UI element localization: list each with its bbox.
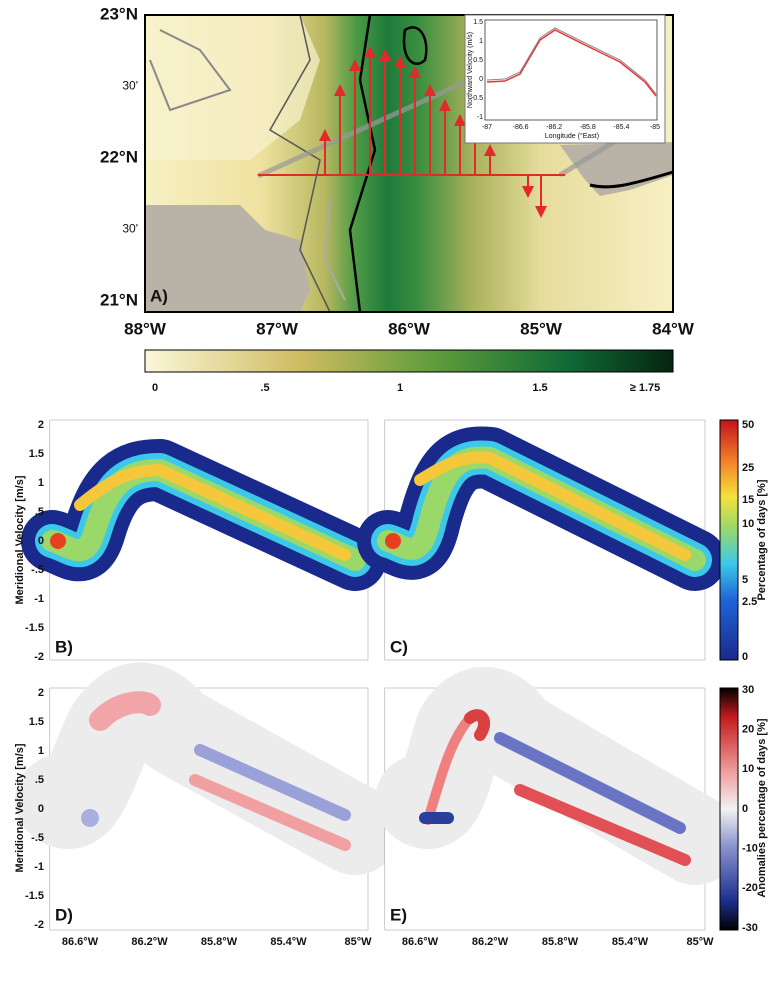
lon-tick-label: 86°W <box>388 319 431 338</box>
lat-tick-label: 30' <box>122 79 138 93</box>
y-tick-label: -1.5 <box>25 890 44 902</box>
x-tick-label: 85°W <box>686 936 714 948</box>
inset-y-tick: 1.5 <box>473 19 483 26</box>
y-tick-label: -1 <box>34 593 44 605</box>
colorbar-label: Percentage of days [%] <box>756 479 768 600</box>
colorbar-tick-label: -30 <box>742 922 758 934</box>
colorbar-tick-label: 0 <box>742 803 748 815</box>
y-tick-label: 1.5 <box>29 716 44 728</box>
colorbar-tick-label: 2.5 <box>742 596 757 608</box>
y-tick-label: 0 <box>38 803 44 815</box>
inset-y-tick: -0.5 <box>471 95 483 102</box>
x-tick-label: 86.6°W <box>402 936 439 948</box>
y-axis-label: Meridional Velocity [m/s] <box>14 743 26 872</box>
inset-x-tick: -85.4 <box>613 124 629 131</box>
inset-x-label: Longitude (°East) <box>545 132 599 140</box>
y-tick-label: 2 <box>38 687 44 699</box>
lon-tick-label: 88°W <box>124 319 167 338</box>
inset-x-tick: -86.2 <box>546 124 562 131</box>
colorbar-tick-label: 20 <box>742 724 754 736</box>
y-tick-label: 2 <box>38 419 44 431</box>
colorbar-tick-label: 30 <box>742 684 754 696</box>
x-tick-label: 86.2°W <box>472 936 509 948</box>
colorbar <box>719 687 739 931</box>
inset-x-tick: -85.8 <box>580 124 596 131</box>
panel-label: C) <box>390 637 408 656</box>
colorbar-tick-label: 1 <box>397 382 403 394</box>
inset-y-tick: 0 <box>479 76 483 83</box>
x-tick-label: 85.8°W <box>201 936 238 948</box>
colorbar-tick-label: 10 <box>742 518 754 530</box>
x-tick-label: 85.4°W <box>612 936 649 948</box>
inset-y-tick: 1 <box>479 38 483 45</box>
y-tick-label: -2 <box>34 919 44 931</box>
inset-x-tick: -87 <box>482 124 492 131</box>
lat-tick-label: 22°N <box>100 147 138 166</box>
colorbar-tick-label: 15 <box>742 494 754 506</box>
lat-tick-label: 30' <box>122 222 138 236</box>
heatmaps <box>15 419 740 931</box>
inset-y-label: Northward Velocity (m/s) <box>467 32 474 108</box>
colorbar-tick-label: 5 <box>742 574 748 586</box>
colorbar <box>144 349 674 373</box>
y-tick-label: -.5 <box>31 564 44 576</box>
lon-tick-label: 85°W <box>520 319 563 338</box>
colorbar-tick-label: 0 <box>742 651 748 663</box>
colorbar-tick-label: 1.5 <box>532 382 547 394</box>
colorbar-tick-label: -20 <box>742 882 758 894</box>
panel-label: E) <box>390 905 407 924</box>
y-tick-label: -.5 <box>31 832 44 844</box>
lat-tick-label: 23°N <box>100 4 138 23</box>
colorbar-tick-label: .5 <box>260 382 269 394</box>
map <box>144 14 674 313</box>
colorbar-tick-label: -10 <box>742 843 758 855</box>
y-tick-label: .5 <box>35 506 44 518</box>
y-tick-label: 1 <box>38 477 44 489</box>
panel-label: B) <box>55 637 73 656</box>
y-tick-label: -1 <box>34 861 44 873</box>
y-tick-label: .5 <box>35 774 44 786</box>
inset-y-tick: 0.5 <box>473 57 483 64</box>
colorbar <box>719 419 739 661</box>
inset-y-tick: -1 <box>477 114 483 121</box>
inset-x-tick: -86.6 <box>513 124 529 131</box>
x-tick-label: 85.8°W <box>542 936 579 948</box>
colorbar-label: Anomalies percentage of days [%] <box>756 718 768 897</box>
lat-tick-label: 21°N <box>100 290 138 309</box>
lon-tick-label: 87°W <box>256 319 299 338</box>
y-tick-label: 1.5 <box>29 448 44 460</box>
colorbar-tick-label: ≥ 1.75 <box>630 382 661 394</box>
colorbar-tick-label: 0 <box>152 382 158 394</box>
lon-tick-label: 84°W <box>652 319 695 338</box>
y-tick-label: -1.5 <box>25 622 44 634</box>
x-tick-label: 86.2°W <box>131 936 168 948</box>
panel-label: A) <box>150 286 168 305</box>
colorbar-tick-label: 25 <box>742 462 754 474</box>
y-tick-label: 1 <box>38 745 44 757</box>
x-tick-label: 86.6°W <box>62 936 99 948</box>
colorbar-tick-label: 50 <box>742 419 754 431</box>
panel-label: D) <box>55 905 73 924</box>
x-tick-label: 85°W <box>344 936 372 948</box>
inset-x-tick: -85 <box>650 124 660 131</box>
colorbar-tick-label: 10 <box>742 763 754 775</box>
x-tick-label: 85.4°W <box>270 936 307 948</box>
y-tick-label: 0 <box>38 535 44 547</box>
y-axis-label: Meridional Velocity [m/s] <box>14 475 26 604</box>
y-tick-label: -2 <box>34 651 44 663</box>
